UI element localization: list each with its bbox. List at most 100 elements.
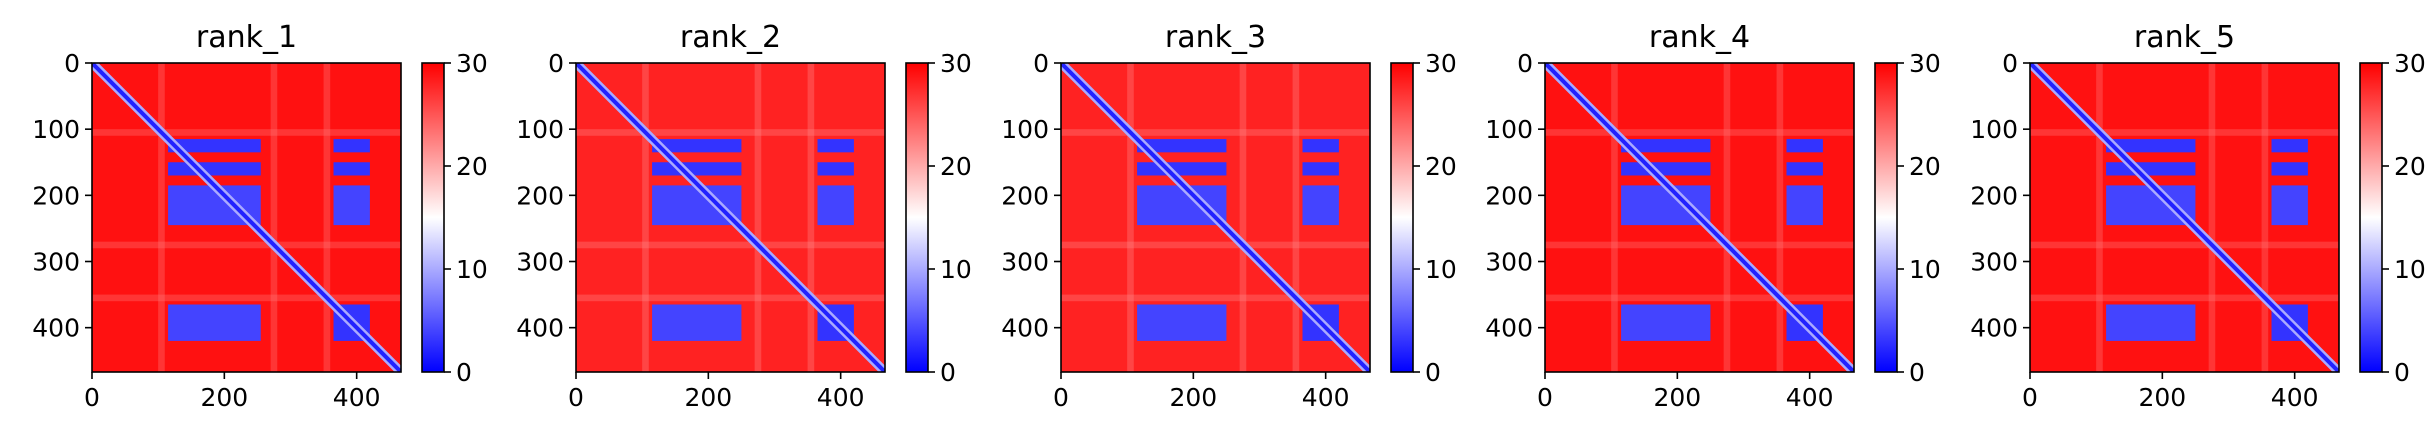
heatmap-frame bbox=[575, 62, 886, 373]
colorbar-tick-label: 0 bbox=[2394, 358, 2410, 387]
colorbar-tick-label: 10 bbox=[940, 255, 972, 284]
y-tick-label: 100 bbox=[1485, 115, 1533, 144]
x-tick-label: 400 bbox=[2271, 383, 2319, 412]
heatmap-col-band bbox=[1776, 63, 1784, 372]
heatmap-low-block-7 bbox=[2106, 304, 2196, 341]
heatmap-low-block-6 bbox=[2271, 185, 2308, 226]
heatmap-low-block-5 bbox=[817, 162, 854, 176]
heatmap-panel-3: rank_3 0 200 400 0 100 200 300 400 0 10 20 30 bbox=[1001, 20, 1457, 412]
heatmap-col-band bbox=[1127, 63, 1134, 372]
heatmap-low-block-5 bbox=[2271, 162, 2308, 176]
colorbar-frame bbox=[1874, 62, 1898, 373]
colorbar-frame bbox=[905, 62, 929, 373]
heatmap-row-band bbox=[1061, 294, 1370, 302]
y-tick-label: 100 bbox=[32, 115, 80, 144]
heatmap-low-block-2 bbox=[1621, 162, 1711, 176]
heatmap-low-block-7 bbox=[652, 304, 742, 341]
colorbar-tick-label: 0 bbox=[1425, 358, 1441, 387]
colorbar-tick-label: 20 bbox=[456, 152, 488, 181]
y-tick-label: 300 bbox=[1485, 248, 1533, 277]
colorbar-tick-label: 0 bbox=[456, 358, 472, 387]
heatmap-low-block-1 bbox=[2106, 139, 2196, 153]
heatmap-col-band bbox=[1611, 63, 1618, 372]
heatmap-diagonal bbox=[92, 63, 401, 372]
heatmap-plot-area bbox=[92, 63, 401, 372]
heatmap-low-block-2 bbox=[1137, 162, 1227, 176]
heatmap-panel-4: rank_4 0 200 400 0 100 200 300 400 0 10 20 30 bbox=[1485, 20, 1941, 412]
heatmap-low-block-6 bbox=[333, 185, 370, 226]
colorbar-tick-label: 30 bbox=[456, 49, 488, 78]
heatmap-low-block-5 bbox=[1302, 162, 1339, 176]
y-tick-label: 300 bbox=[32, 248, 80, 277]
heatmap-low-block-7 bbox=[1137, 304, 1227, 341]
heatmap-row-band bbox=[576, 129, 885, 136]
y-tick-label: 200 bbox=[1970, 181, 2018, 210]
x-tick-label: 0 bbox=[568, 383, 584, 412]
heatmap-low-block-7 bbox=[1621, 304, 1711, 341]
x-tick-label: 400 bbox=[1302, 383, 1350, 412]
heatmap-col-band bbox=[807, 63, 815, 372]
heatmap-low-block-5 bbox=[1786, 162, 1823, 176]
y-tick-label: 400 bbox=[1970, 314, 2018, 343]
y-tick-label: 400 bbox=[1001, 314, 1049, 343]
y-tick-label: 0 bbox=[1033, 49, 1049, 78]
heatmap-low-block-2 bbox=[652, 162, 742, 176]
y-tick-label: 400 bbox=[32, 314, 80, 343]
colorbar-frame bbox=[1390, 62, 1414, 373]
heatmap-plot-area bbox=[1061, 63, 1370, 372]
heatmap-low-block-1 bbox=[652, 139, 742, 153]
y-tick-label: 100 bbox=[1001, 115, 1049, 144]
heatmap-frame bbox=[91, 62, 402, 373]
heatmap-col-band bbox=[754, 63, 762, 372]
colorbar-tick-label: 30 bbox=[1909, 49, 1941, 78]
heatmap-col-band bbox=[158, 63, 165, 372]
colorbar-tick-label: 10 bbox=[1425, 255, 1457, 284]
y-tick-label: 400 bbox=[1485, 314, 1533, 343]
heatmap-col-band bbox=[642, 63, 649, 372]
heatmap-row-band bbox=[92, 294, 401, 302]
heatmap-frame bbox=[1544, 62, 1855, 373]
heatmap-frame bbox=[1060, 62, 1371, 373]
heatmap-frame bbox=[2029, 62, 2340, 373]
x-tick-label: 0 bbox=[2022, 383, 2038, 412]
y-tick-label: 100 bbox=[1970, 115, 2018, 144]
colorbar bbox=[422, 63, 444, 372]
heatmap-plot-area bbox=[576, 63, 885, 372]
heatmap-low-block-6 bbox=[1302, 185, 1339, 226]
colorbar-frame bbox=[421, 62, 445, 373]
x-tick-label: 200 bbox=[684, 383, 732, 412]
colorbar-tick-label: 30 bbox=[2394, 49, 2426, 78]
y-tick-label: 200 bbox=[516, 181, 564, 210]
y-tick-label: 200 bbox=[32, 181, 80, 210]
y-tick-label: 0 bbox=[64, 49, 80, 78]
x-tick-label: 200 bbox=[1169, 383, 1217, 412]
x-tick-label: 400 bbox=[1786, 383, 1834, 412]
heatmap-low-block-4 bbox=[333, 139, 370, 153]
y-tick-label: 200 bbox=[1001, 181, 1049, 210]
heatmap-col-band bbox=[2096, 63, 2103, 372]
heatmap-diagonal bbox=[576, 63, 885, 372]
y-tick-label: 400 bbox=[516, 314, 564, 343]
heatmap-low-block-7 bbox=[168, 304, 261, 341]
heatmap-diagonal bbox=[1545, 63, 1854, 372]
y-tick-label: 0 bbox=[548, 49, 564, 78]
heatmap-low-block-1 bbox=[1137, 139, 1227, 153]
colorbar bbox=[906, 63, 928, 372]
colorbar-tick-label: 10 bbox=[1909, 255, 1941, 284]
heatmap-title: rank_2 bbox=[680, 20, 781, 55]
heatmap-title: rank_1 bbox=[196, 20, 297, 55]
colorbar-frame bbox=[2359, 62, 2383, 373]
heatmap-low-block-4 bbox=[2271, 139, 2308, 153]
heatmap-col-band bbox=[2261, 63, 2269, 372]
heatmap-row-band bbox=[576, 241, 885, 249]
heatmap-row-band bbox=[1061, 129, 1370, 136]
y-tick-label: 300 bbox=[1970, 248, 2018, 277]
heatmap-low-block-4 bbox=[817, 139, 854, 153]
y-tick-label: 300 bbox=[1001, 248, 1049, 277]
heatmap-diagonal bbox=[2030, 63, 2339, 372]
x-tick-label: 0 bbox=[1053, 383, 1069, 412]
x-tick-label: 0 bbox=[1537, 383, 1553, 412]
heatmap-low-block-1 bbox=[168, 139, 261, 153]
colorbar-tick-label: 30 bbox=[1425, 49, 1457, 78]
